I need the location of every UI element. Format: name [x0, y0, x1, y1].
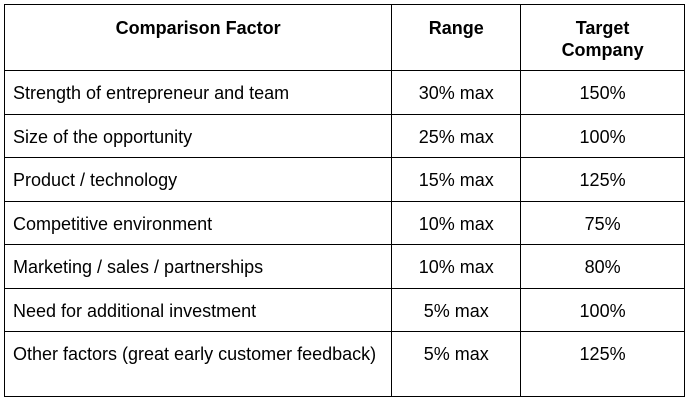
table-row: Other factors (great early customer feed…	[3, 331, 685, 397]
table-cell: 15% max	[391, 157, 522, 202]
header-text: Range	[428, 18, 484, 38]
table-cell: Strength of entrepreneur and team	[3, 70, 393, 115]
table-row: Marketing / sales / partnerships 10% max 8…	[3, 244, 685, 289]
header-text: Comparison Factor	[115, 18, 281, 38]
table-cell: Size of the opportunity	[3, 113, 393, 158]
table-cell: Other factors (great early customer feed…	[3, 331, 393, 397]
table-container: Comparison Factor Range Target Company Str…	[3, 4, 685, 397]
header-cell: Range	[391, 4, 522, 71]
table-cell: Competitive environment	[3, 200, 393, 245]
table-cell: 150%	[520, 70, 685, 115]
table-cell: 125%	[520, 157, 685, 202]
table-cell: 10% max	[391, 200, 522, 245]
table-row: Size of the opportunity 25% max 100%	[3, 113, 685, 158]
table-row: Need for additional investment 5% max 100%	[3, 287, 685, 332]
table-cell: 100%	[520, 287, 685, 332]
table-cell: 5% max	[391, 287, 522, 332]
table-cell: 125%	[520, 331, 685, 397]
table-cell: 30% max	[391, 70, 522, 115]
table-row: Strength of entrepreneur and team 30% max…	[3, 70, 685, 115]
table-cell: 5% max	[391, 331, 522, 397]
table-cell: 25% max	[391, 113, 522, 158]
table-cell: 100%	[520, 113, 685, 158]
table-row: Competitive environment 10% max 75%	[3, 200, 685, 245]
table-cell: Product / technology	[3, 157, 393, 202]
table-cell: 75%	[520, 200, 685, 245]
header-text: Target Company	[561, 18, 644, 60]
table-cell: 80%	[520, 244, 685, 289]
table-cell: Need for additional investment	[3, 287, 393, 332]
comparison-table: Comparison Factor Range Target Company Str…	[3, 4, 685, 397]
header-cell: Comparison Factor	[3, 4, 393, 71]
table-row: Product / technology 15% max 125%	[3, 157, 685, 202]
header-row: Comparison Factor Range Target Company	[3, 4, 685, 71]
header-cell: Target Company	[520, 4, 685, 71]
table-cell: Marketing / sales / partnerships	[3, 244, 393, 289]
table-cell: 10% max	[391, 244, 522, 289]
